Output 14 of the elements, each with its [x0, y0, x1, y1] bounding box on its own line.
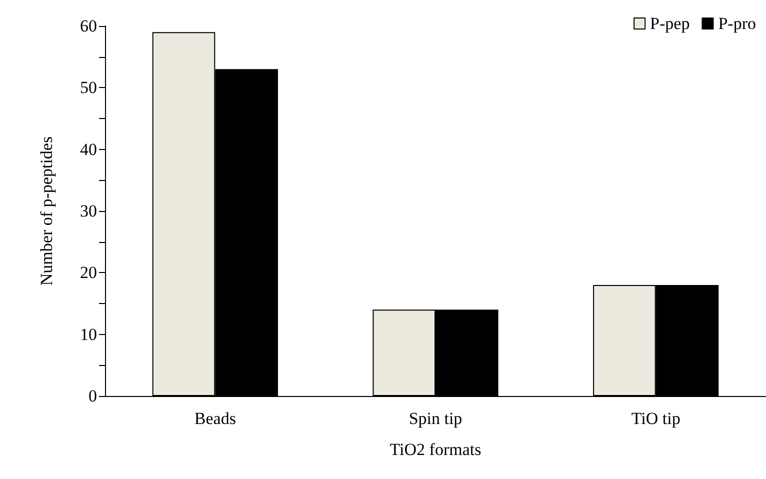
legend-label: P-pep — [650, 14, 690, 33]
x-axis-title: TiO2 formats — [390, 440, 482, 459]
x-tick-label: Beads — [194, 409, 236, 428]
x-tick-label: Spin tip — [408, 409, 462, 428]
y-tick-label: 50 — [80, 78, 97, 98]
y-tick-label: 0 — [88, 386, 97, 406]
y-tick-label: 10 — [80, 324, 97, 344]
y-tick-label: 60 — [80, 16, 97, 36]
y-tick-label: 40 — [80, 140, 97, 159]
legend-label: P-pro — [718, 14, 756, 33]
y-axis-title: Number of p-peptides — [37, 136, 56, 286]
x-tick-label: TiO tip — [631, 409, 680, 428]
y-tick-label: 20 — [80, 263, 97, 282]
y-tick-label: 30 — [80, 202, 97, 220]
